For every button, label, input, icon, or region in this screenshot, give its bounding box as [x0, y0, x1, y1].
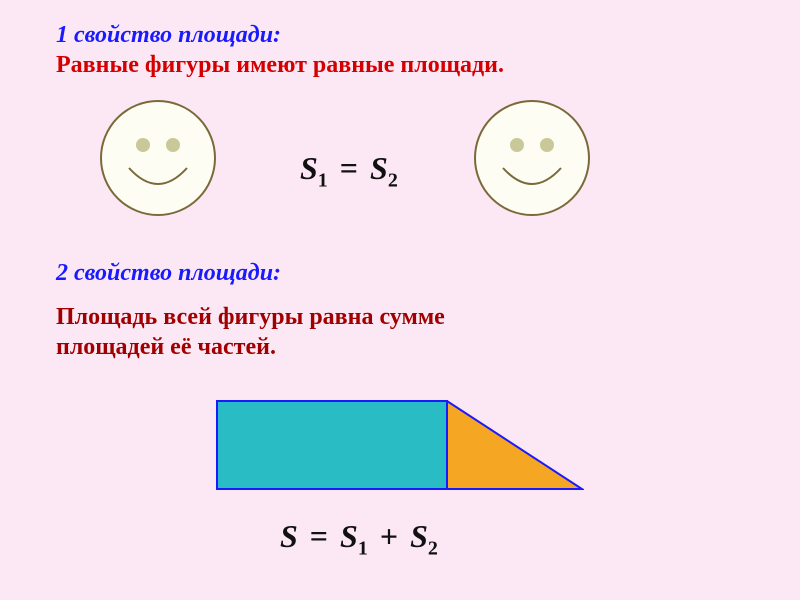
property2-title: 2 свойство площади: [56, 260, 281, 287]
eye-left [510, 138, 524, 152]
rectangle-part [217, 401, 447, 489]
smile-icon [123, 160, 193, 200]
formula-s1-eq-s2: S1 = S2 [300, 150, 398, 192]
smiley-face-left [100, 100, 220, 220]
formula-sub2: 2 [388, 169, 398, 191]
formula2-eq: = [310, 518, 328, 554]
eye-right [540, 138, 554, 152]
formula-sub1: 1 [318, 169, 328, 191]
eye-left [136, 138, 150, 152]
formula-S-1: S [300, 150, 318, 186]
formula2-S2: S [410, 518, 428, 554]
formula-sum: S = S1 + S2 [280, 518, 438, 560]
smile-icon [497, 160, 567, 200]
shape-svg [216, 400, 584, 492]
eye-right [166, 138, 180, 152]
formula2-S1: S [340, 518, 358, 554]
property1-title: 1 свойство площади: [56, 22, 281, 49]
property2-line2: площадей её частей. [56, 334, 276, 361]
triangle-part [447, 401, 582, 489]
face-circle [100, 100, 216, 216]
formula2-sub2: 2 [428, 537, 438, 559]
formula2-plus: + [380, 518, 398, 554]
property1-statement: Равные фигуры имеют равные площади. [56, 52, 504, 79]
composite-shape [216, 400, 584, 492]
formula-eq: = [340, 150, 358, 186]
property2-line1: Площадь всей фигуры равна сумме [56, 304, 445, 331]
formula2-S: S [280, 518, 298, 554]
formula2-sub1: 1 [358, 537, 368, 559]
smiley-face-right [474, 100, 594, 220]
face-circle [474, 100, 590, 216]
formula-S-2: S [370, 150, 388, 186]
